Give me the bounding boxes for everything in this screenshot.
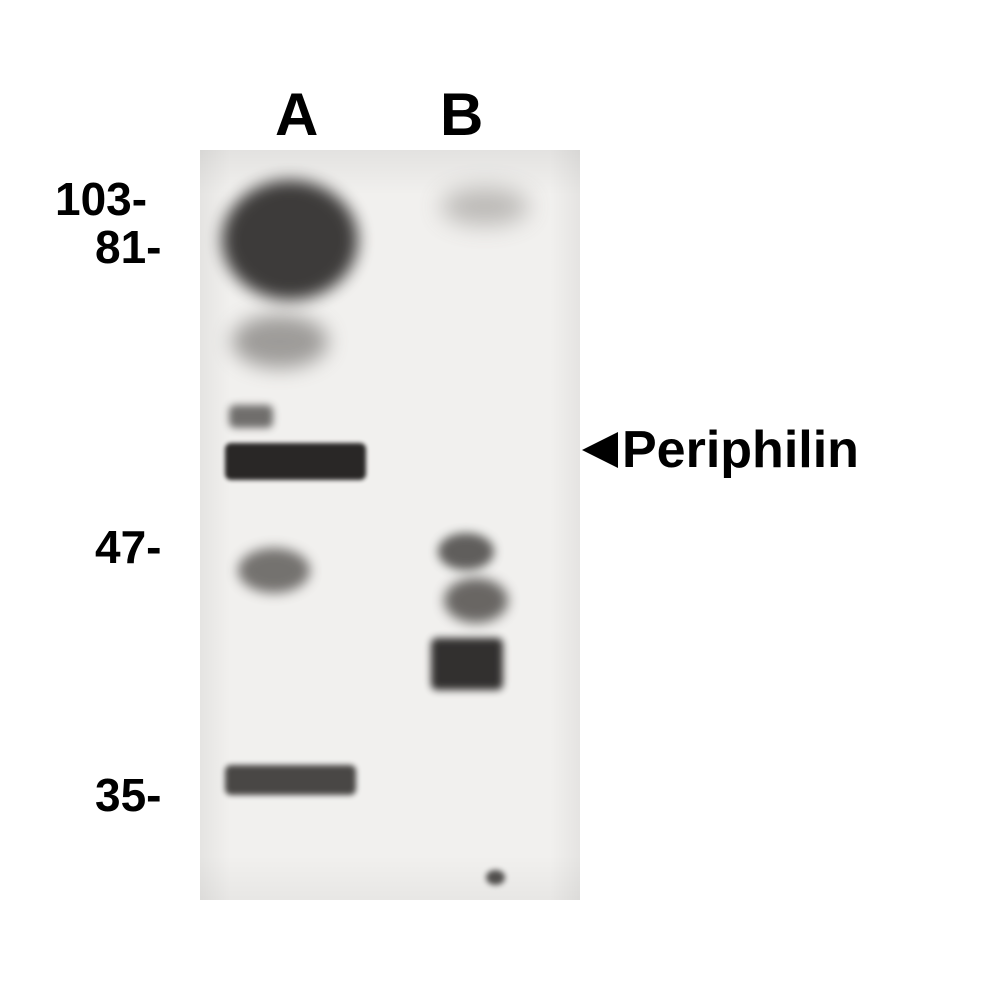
- figure-canvas: A B 103-81- 47- 35- Periphilin: [0, 0, 1000, 1000]
- annotation-label: Periphilin: [622, 420, 859, 480]
- lane-a: [219, 150, 379, 900]
- blot-smear: [441, 188, 529, 226]
- mw-marker: 35-: [95, 768, 161, 822]
- blot-band: [225, 765, 356, 795]
- lane-header-b: B: [440, 80, 483, 149]
- mw-marker: 47-: [95, 520, 161, 574]
- western-blot-image: [200, 150, 580, 900]
- blot-band: [225, 443, 365, 481]
- lane-header-a: A: [275, 80, 318, 149]
- blot-smear: [444, 578, 508, 623]
- blot-smear: [222, 180, 358, 300]
- blot-band: [229, 405, 274, 428]
- arrowhead-icon: [582, 432, 618, 468]
- band-annotation: Periphilin: [582, 420, 859, 480]
- blot-smear: [438, 533, 494, 571]
- blot-smear: [232, 315, 328, 368]
- lane-b: [409, 150, 569, 900]
- mw-marker: 103-: [55, 172, 147, 226]
- blot-smear: [486, 870, 505, 885]
- mw-marker: 81-: [95, 220, 161, 274]
- blot-smear: [238, 548, 310, 593]
- blot-band: [431, 638, 503, 691]
